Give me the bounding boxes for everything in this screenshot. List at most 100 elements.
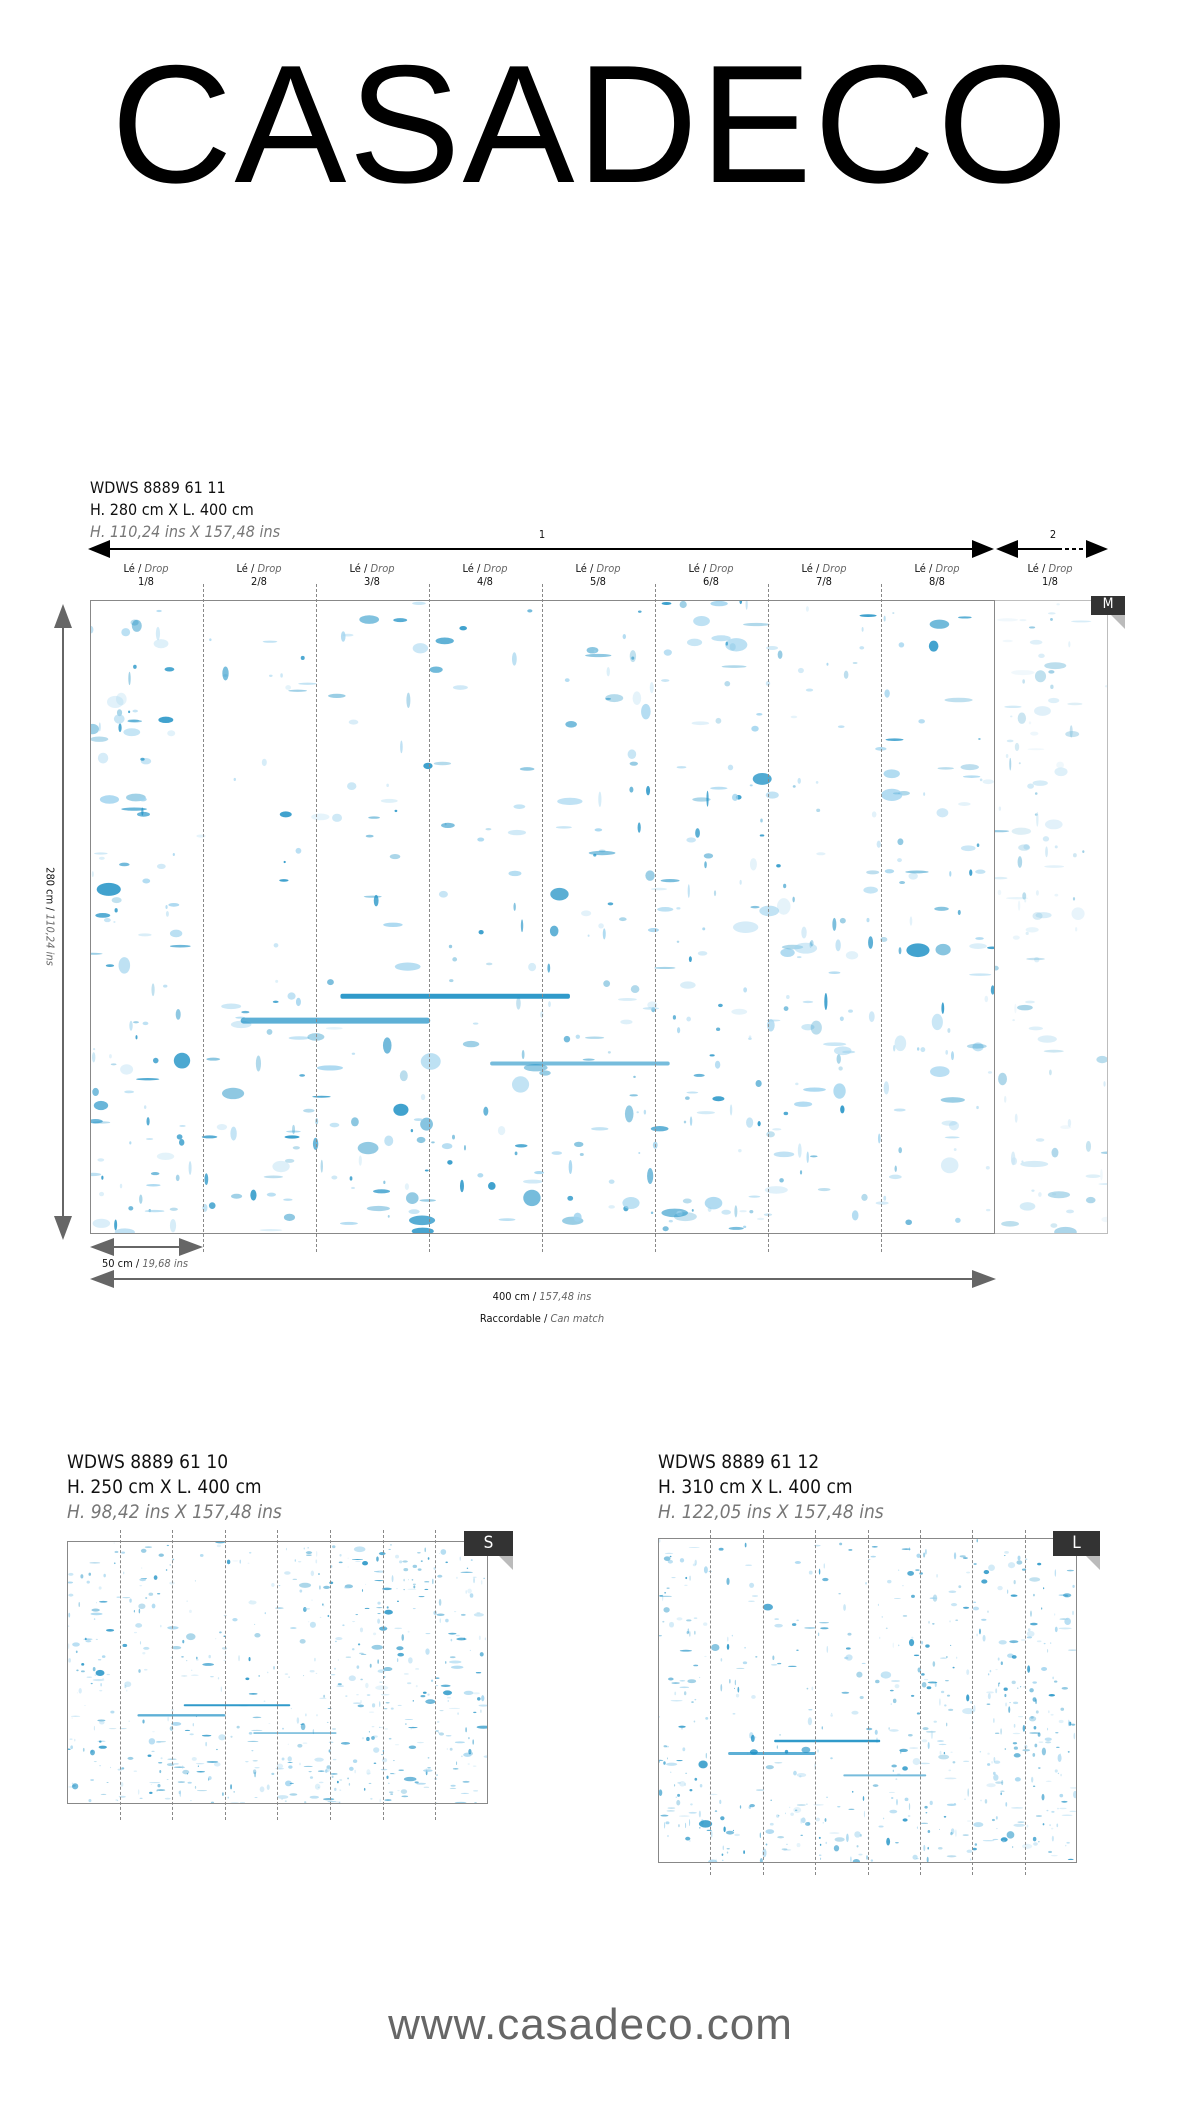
pattern-spot (119, 1183, 123, 1189)
pattern-spot (118, 723, 122, 733)
pattern-spot (777, 1836, 785, 1839)
website-link[interactable]: www.casadeco.com (388, 2000, 793, 2049)
pattern-spot (332, 1545, 336, 1549)
pattern-spot (679, 1649, 692, 1652)
pattern-spot (208, 1654, 211, 1659)
pattern-spot (368, 1782, 372, 1784)
pattern-spot (664, 1591, 667, 1594)
pattern-spot (998, 1072, 1007, 1086)
pattern-spot (297, 1561, 302, 1563)
pattern-spot (660, 879, 680, 883)
pattern-spot (169, 944, 191, 948)
drop-word-en: Drop (935, 562, 960, 575)
pattern-spot (1036, 1640, 1042, 1643)
pattern-spot (995, 1669, 998, 1671)
pattern-spot (833, 1083, 846, 1099)
pattern-spot (1054, 1626, 1058, 1633)
pattern-spot (702, 927, 706, 931)
pattern-spot (376, 1556, 379, 1562)
pattern-spot (670, 1771, 672, 1773)
pattern-spot (732, 1713, 736, 1715)
pattern-spot (393, 1773, 396, 1775)
pattern-spot (1022, 679, 1025, 684)
pattern-spot (414, 1781, 419, 1784)
pattern-spot (124, 1684, 127, 1689)
pattern-spot (993, 1774, 999, 1781)
pattern-spot (992, 1771, 996, 1775)
pattern-spot (307, 1033, 325, 1041)
pattern-spot (467, 1588, 472, 1594)
pattern-spot (944, 697, 973, 703)
pattern-spot (684, 1584, 688, 1586)
pattern-spot (449, 1747, 453, 1751)
pattern-spot (284, 1800, 287, 1802)
pattern-spot (1072, 1610, 1074, 1616)
pattern-spot (667, 1807, 676, 1809)
pattern-spot (892, 1769, 895, 1773)
pattern-spot (692, 1563, 697, 1567)
pattern-spot (351, 1117, 359, 1127)
pattern-spot (1002, 639, 1013, 643)
pattern-spot (1017, 856, 1023, 868)
pattern-spot (208, 1202, 216, 1209)
pattern-spot (141, 1567, 143, 1569)
pattern-spot (334, 1787, 337, 1792)
pattern-spot (156, 1789, 166, 1792)
pattern-spot (194, 1580, 197, 1582)
pattern-spot (1034, 792, 1038, 795)
pattern-spot (92, 1087, 99, 1097)
pattern-spot (703, 853, 714, 859)
pattern-spot (1020, 1685, 1022, 1688)
pattern-spot (332, 1758, 337, 1761)
pattern-spot (157, 1783, 161, 1788)
pattern-spot (1010, 1151, 1016, 1166)
pattern-spot (678, 1824, 680, 1828)
pattern-spot (817, 1749, 819, 1753)
drop-word: Lé (688, 562, 700, 575)
pattern-spot (915, 1569, 920, 1571)
pattern-spot (278, 1585, 281, 1587)
drop-number: 5/8 (590, 575, 606, 588)
pattern-spot (1013, 1746, 1018, 1750)
pattern-spot (689, 1788, 693, 1792)
pattern-spot (688, 1811, 697, 1814)
pattern-spot (895, 1778, 898, 1780)
pattern-spot (121, 1767, 125, 1770)
sep: / (699, 562, 710, 575)
pattern-spot (816, 808, 821, 813)
pattern-spot (438, 1552, 440, 1554)
pattern-spot (671, 1682, 680, 1684)
pattern-spot (685, 1772, 688, 1774)
pattern-spot (987, 1610, 989, 1613)
pattern-spot (902, 1615, 908, 1617)
pattern-spot (800, 1818, 803, 1824)
pattern-spot (973, 1822, 984, 1828)
pattern-spot (1034, 670, 1047, 683)
pattern-spot (430, 1679, 434, 1682)
drop-divider (172, 1530, 174, 1820)
pattern-spot (143, 1668, 148, 1671)
pattern-spot (123, 728, 141, 737)
pattern-spot (757, 1121, 761, 1127)
pattern-spot (473, 1612, 484, 1617)
pattern-spot (916, 1553, 921, 1558)
pattern-spot (969, 869, 973, 876)
pattern-spot (720, 1683, 723, 1692)
pattern-spot (1051, 1827, 1054, 1830)
pattern-spot (366, 1205, 390, 1212)
pattern-spot (678, 1725, 686, 1728)
pattern-spot (473, 1577, 475, 1584)
pattern-spot (931, 1013, 943, 1031)
pattern-spot (739, 601, 743, 605)
pattern-spot (997, 1657, 1000, 1661)
pattern-spot (327, 1800, 337, 1803)
drop-divider (382, 1530, 384, 1820)
pattern-spot (281, 1757, 285, 1761)
pattern-spot (1017, 1715, 1024, 1718)
pattern-spot (241, 1010, 250, 1014)
pattern-spot (1026, 1636, 1033, 1639)
pattern-spot (469, 1593, 474, 1598)
pattern-spot (403, 1673, 409, 1675)
pattern-spot (68, 1748, 71, 1751)
pattern-spot (1044, 865, 1065, 868)
